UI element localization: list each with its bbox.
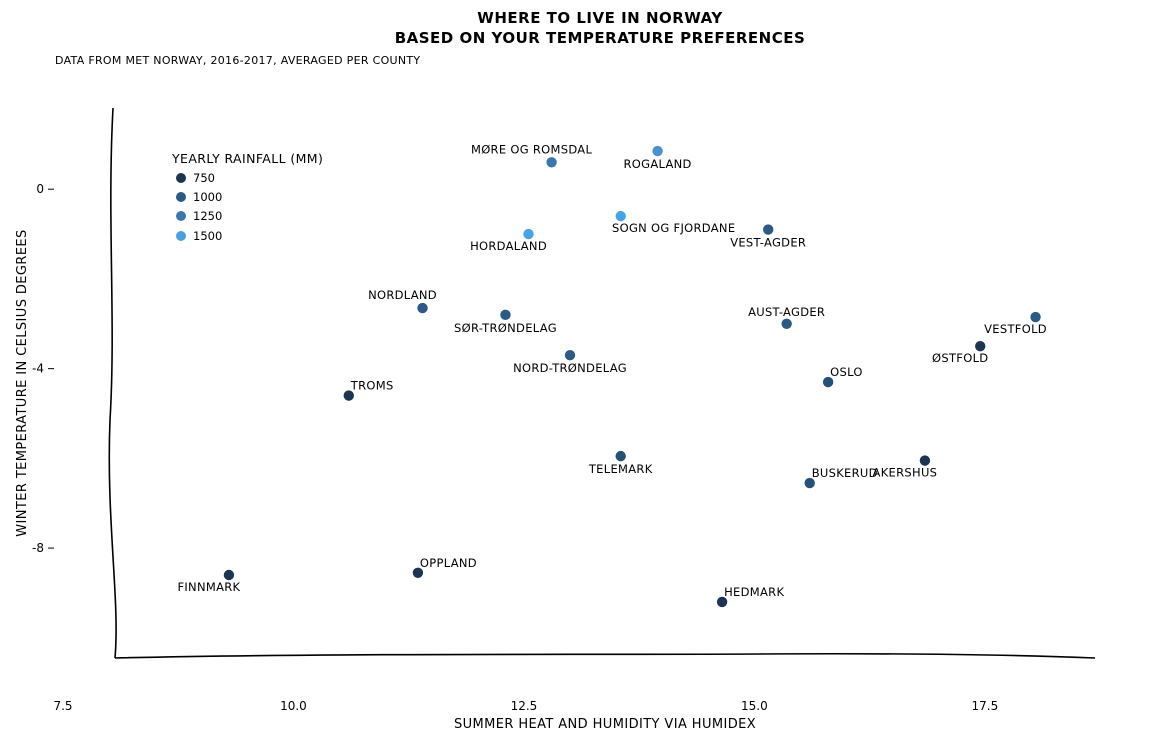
legend-title: YEARLY RAINFALL (MM) <box>171 151 323 166</box>
data-point-label: NORD-TRØNDELAG <box>513 361 627 375</box>
data-point <box>417 302 428 314</box>
legend-label: 1500 <box>193 229 222 243</box>
data-point <box>500 309 511 321</box>
data-point-label: HEDMARK <box>724 585 784 599</box>
chart-title-line-1: WHERE TO LIVE IN NORWAY <box>477 9 723 27</box>
legend-marker <box>176 192 186 202</box>
x-axis-label: SUMMER HEAT AND HUMIDITY VIA HUMIDEX <box>454 717 756 732</box>
x-ticks: 7.5 10.0 12.5 15.0 17.5 <box>53 699 998 713</box>
x-tick-label: 17.5 <box>971 699 998 713</box>
data-point-label: NORDLAND <box>368 288 437 302</box>
data-point <box>763 224 774 235</box>
y-tick-label: 0 <box>36 182 44 196</box>
x-tick-label: 12.5 <box>511 699 538 713</box>
data-point <box>564 349 576 361</box>
data-point-label: ØSTFOLD <box>932 351 988 365</box>
chart-title-line-2: BASED ON YOUR TEMPERATURE PREFERENCES <box>395 29 806 47</box>
data-point-label: SOGN OG FJORDANE <box>612 221 735 235</box>
data-points <box>223 145 1041 608</box>
data-point <box>1030 311 1041 323</box>
data-point-label: TROMS <box>350 379 394 393</box>
legend-marker <box>176 211 186 221</box>
data-point <box>919 455 931 466</box>
data-point-label: FINNMARK <box>177 580 240 594</box>
data-point <box>523 228 534 240</box>
data-point-label: ROGALAND <box>623 157 691 171</box>
data-point <box>975 341 986 352</box>
data-point-label: BUSKERUD <box>812 466 878 480</box>
data-point-label: TELEMARK <box>588 462 653 476</box>
x-tick-label: 7.5 <box>53 699 72 713</box>
y-tick-label: -4 <box>32 362 44 376</box>
data-point <box>615 210 626 222</box>
x-tick-label: 10.0 <box>280 699 307 713</box>
data-point-label: OPPLAND <box>420 556 477 570</box>
y-axis-line <box>108 107 117 659</box>
data-point-label: OSLO <box>830 365 863 379</box>
legend-marker <box>176 173 186 183</box>
data-point <box>615 450 626 462</box>
data-point-label: SØR-TRØNDELAG <box>454 321 557 335</box>
data-point <box>546 157 557 168</box>
data-point <box>652 145 663 157</box>
data-point <box>716 596 728 608</box>
data-point-labels: MØRE OG ROMSDAL ROGALAND SOGN OG FJORDANE H… <box>177 142 1046 599</box>
data-point <box>781 318 792 329</box>
data-point-label: AKERSHUS <box>873 466 938 480</box>
data-point-label: VESTFOLD <box>984 322 1047 336</box>
legend-label: 750 <box>193 171 215 185</box>
data-point <box>223 569 235 581</box>
chart-subtitle: DATA FROM MET NORWAY, 2016-2017, AVERAGE… <box>55 54 420 67</box>
data-point-label: VEST-AGDER <box>730 236 806 250</box>
y-ticks: 0 -4 -8 <box>32 182 54 555</box>
y-axis-label: WINTER TEMPERATURE IN CELSIUS DEGREES <box>15 229 30 536</box>
data-point-label: HORDALAND <box>470 239 547 253</box>
legend-label: 1250 <box>193 209 222 223</box>
legend: YEARLY RAINFALL (MM) 750 1000 1250 1500 <box>171 151 323 243</box>
y-tick-label: -8 <box>32 541 44 555</box>
data-point <box>804 477 815 489</box>
data-point <box>822 376 834 388</box>
legend-label: 1000 <box>193 190 222 204</box>
data-point <box>343 390 354 401</box>
data-point-label: AUST-AGDER <box>748 305 825 319</box>
data-point <box>412 567 424 578</box>
legend-marker <box>176 231 186 241</box>
x-axis-line <box>114 652 1096 659</box>
x-tick-label: 15.0 <box>741 699 768 713</box>
data-point-label: MØRE OG ROMSDAL <box>471 142 592 156</box>
